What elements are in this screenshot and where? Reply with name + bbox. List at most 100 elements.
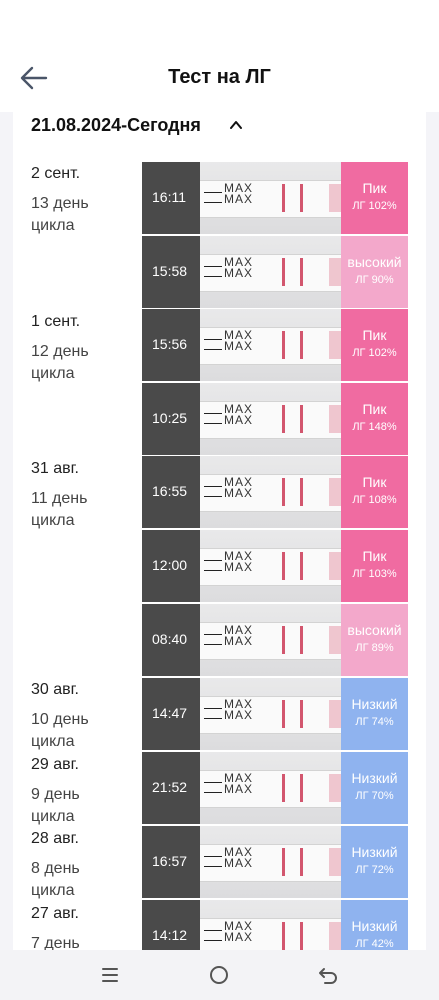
- control-line: [282, 700, 285, 728]
- control-line: [282, 331, 285, 359]
- date-range-label[interactable]: 21.08.2024-Сегодня: [31, 115, 201, 135]
- back-icon[interactable]: [316, 963, 340, 987]
- test-strip-photo: MAX MAX 15:58: [142, 236, 341, 308]
- indicator-line: [204, 560, 222, 561]
- day-date: 29 авг.: [31, 756, 79, 773]
- lh-percent: ЛГ 74%: [355, 716, 394, 728]
- day-label: 31 авг. 11 день цикла: [31, 458, 121, 532]
- day-date: 30 авг.: [31, 681, 79, 698]
- photo-shadow: [142, 530, 200, 602]
- control-line: [282, 184, 285, 212]
- lh-percent: ЛГ 42%: [355, 938, 394, 950]
- strip-max-label: MAX MAX: [224, 256, 253, 279]
- test-time: 16:11: [152, 189, 186, 205]
- home-icon[interactable]: [207, 963, 231, 987]
- strip-max-label: MAX MAX: [224, 772, 254, 796]
- control-line: [282, 258, 285, 286]
- indicator-line: [204, 486, 222, 487]
- photo-shadow: [142, 456, 200, 528]
- indicator-line: [204, 940, 222, 941]
- strip-tip: [329, 478, 341, 506]
- photo-shadow: [142, 162, 200, 234]
- result-badge: Пик ЛГ 102%: [341, 162, 408, 234]
- max-text: MAX: [224, 486, 254, 500]
- test-row[interactable]: MAX MAX 16:11 Пик ЛГ 102%: [142, 162, 408, 234]
- result-level: Низкий: [351, 918, 398, 934]
- cycle-day: 13 день цикла: [31, 195, 89, 234]
- max-text: MAX: [224, 192, 254, 206]
- indicator-line: [204, 792, 222, 793]
- test-row[interactable]: MAX MAX 15:56 Пик ЛГ 102%: [142, 309, 408, 381]
- test-row[interactable]: MAX MAX 16:57 Низкий ЛГ 72%: [142, 826, 408, 898]
- test-line: [300, 922, 303, 950]
- result-level: Низкий: [351, 844, 398, 860]
- strip-tip: [329, 922, 341, 950]
- day-label: 30 авг. 10 день цикла: [31, 679, 121, 753]
- test-strip-photo: MAX MAX 16:55: [142, 456, 341, 528]
- indicator-line: [204, 276, 222, 277]
- result-level: Пик: [362, 401, 387, 417]
- control-line: [282, 626, 285, 654]
- photo-shadow: [142, 678, 200, 750]
- photo-shadow: [142, 752, 200, 824]
- lh-percent: ЛГ 103%: [352, 568, 397, 580]
- strip-max-label: MAX MAX: [224, 846, 253, 869]
- app-header: Тест на ЛГ: [0, 0, 439, 112]
- indicator-line: [204, 930, 222, 931]
- test-row[interactable]: MAX MAX 14:47 Низкий ЛГ 74%: [142, 678, 408, 750]
- lh-percent: ЛГ 102%: [352, 347, 397, 359]
- system-navbar: [0, 950, 439, 1000]
- test-time: 16:55: [152, 483, 188, 499]
- test-row[interactable]: MAX MAX 12:00 Пик ЛГ 103%: [142, 530, 408, 602]
- result-level: высокий: [347, 254, 402, 270]
- max-text: MAX: [224, 697, 254, 711]
- strip-tip: [329, 552, 341, 580]
- test-line: [300, 258, 303, 286]
- test-strip-photo: MAX MAX 14:47: [142, 678, 341, 750]
- test-strip: [200, 180, 341, 218]
- test-line: [300, 478, 303, 506]
- test-row[interactable]: MAX MAX 21:52 Низкий ЛГ 70%: [142, 752, 408, 824]
- test-line: [300, 626, 303, 654]
- lh-percent: ЛГ 148%: [352, 421, 397, 433]
- indicator-line: [204, 644, 222, 645]
- max-text: MAX: [224, 328, 254, 342]
- result-level: Пик: [362, 327, 387, 343]
- test-time: 14:47: [152, 705, 188, 721]
- arrow-left-icon[interactable]: [18, 62, 50, 94]
- recent-apps-icon[interactable]: [98, 963, 122, 987]
- photo-shadow: [142, 383, 200, 455]
- test-row[interactable]: MAX MAX 10:25 Пик ЛГ 148%: [142, 383, 408, 455]
- test-strip: [200, 474, 341, 512]
- control-line: [282, 848, 285, 876]
- result-level: Пик: [362, 548, 387, 564]
- test-strip-photo: MAX MAX 12:00: [142, 530, 341, 602]
- test-time: 14:12: [152, 927, 188, 943]
- test-strip-photo: MAX MAX 08:40: [142, 604, 341, 676]
- test-strip: [200, 696, 341, 734]
- chevron-up-icon[interactable]: [228, 117, 244, 133]
- test-line: [300, 848, 303, 876]
- day-date: 31 авг.: [31, 460, 79, 477]
- indicator-line: [204, 866, 222, 867]
- test-row[interactable]: MAX MAX 16:55 Пик ЛГ 108%: [142, 456, 408, 528]
- max-text: MAX: [224, 560, 254, 574]
- result-level: Пик: [362, 474, 387, 490]
- result-badge: высокий ЛГ 90%: [341, 236, 408, 308]
- test-line: [300, 700, 303, 728]
- result-badge: Пик ЛГ 103%: [341, 530, 408, 602]
- max-text: MAX: [224, 782, 254, 796]
- result-level: Низкий: [351, 696, 398, 712]
- photo-shadow: [142, 236, 200, 308]
- day-label: 2 сент. 13 день цикла: [31, 163, 121, 237]
- strip-tip: [329, 184, 341, 212]
- test-strip: [200, 622, 341, 660]
- day-date: 27 авг.: [31, 905, 79, 922]
- test-row[interactable]: MAX MAX 08:40 высокий ЛГ 89%: [142, 604, 408, 676]
- test-row[interactable]: MAX MAX 15:58 высокий ЛГ 90%: [142, 236, 408, 308]
- indicator-line: [204, 856, 222, 857]
- lh-percent: ЛГ 89%: [355, 642, 394, 654]
- test-time: 12:00: [152, 557, 188, 573]
- test-strip: [200, 548, 341, 586]
- strip-tip: [329, 700, 341, 728]
